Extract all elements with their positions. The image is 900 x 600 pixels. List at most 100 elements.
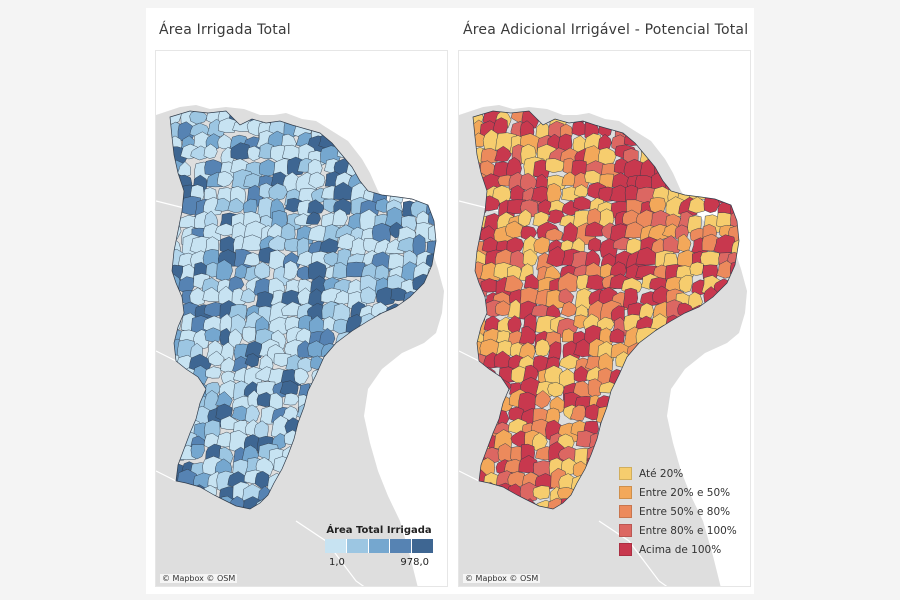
municipality-region[interactable] — [374, 264, 390, 280]
state-border — [459, 350, 480, 362]
region-outline — [169, 110, 437, 510]
legend-item[interactable]: Acima de 100% — [619, 540, 737, 559]
legend-item[interactable]: Até 20% — [619, 464, 737, 483]
municipality-region[interactable] — [215, 259, 233, 281]
municipality-region[interactable] — [572, 196, 593, 211]
municipality-region[interactable] — [545, 228, 564, 242]
municipality-region[interactable] — [204, 327, 222, 342]
ocean — [156, 51, 447, 586]
municipality-region[interactable] — [648, 197, 667, 214]
municipality-region[interactable] — [227, 197, 246, 214]
legend-swatch — [619, 505, 632, 518]
mapbox-attribution[interactable]: © Mapbox © OSM — [463, 574, 541, 583]
legend-swatch — [368, 539, 391, 553]
municipality-region[interactable] — [189, 287, 206, 307]
irrigated-area-map[interactable]: © Mapbox © OSM Área Total Irrigada 1,0 9… — [155, 50, 448, 587]
municipality-region[interactable] — [547, 341, 562, 361]
municipality-region[interactable] — [216, 171, 234, 188]
municipality-region[interactable] — [523, 273, 542, 290]
municipality-region[interactable] — [385, 206, 403, 229]
municipality-region[interactable] — [293, 367, 310, 385]
municipality-region[interactable] — [242, 326, 257, 343]
municipality-region[interactable] — [268, 316, 291, 335]
municipality-region[interactable] — [688, 196, 708, 214]
municipality-region[interactable] — [243, 173, 261, 188]
legend-item[interactable]: Entre 50% e 80% — [619, 502, 737, 521]
municipality-region[interactable] — [506, 237, 525, 254]
municipality-region[interactable] — [427, 223, 447, 243]
municipality-region[interactable] — [215, 391, 233, 408]
municipality-region[interactable] — [281, 405, 299, 421]
municipality-region[interactable] — [558, 288, 575, 304]
municipality-region[interactable] — [227, 304, 248, 321]
municipality-region[interactable] — [518, 325, 537, 345]
additional-irrigable-map[interactable]: © Mapbox © OSM Até 20% Entre 20% e 50% Ent… — [458, 50, 751, 587]
right-map-title: Área Adicional Irrigável - Potencial Tot… — [463, 22, 749, 38]
state-border — [598, 520, 668, 586]
municipality-region[interactable] — [254, 261, 271, 280]
municipality-region[interactable] — [305, 211, 321, 225]
municipality-region[interactable] — [560, 301, 578, 318]
municipality-region[interactable] — [569, 404, 587, 421]
municipality-region[interactable] — [587, 378, 603, 399]
municipality-region[interactable] — [283, 392, 300, 406]
municipality-region[interactable] — [573, 338, 593, 358]
municipality-region[interactable] — [557, 272, 578, 293]
legend-label: Entre 50% e 80% — [639, 505, 731, 518]
municipality-region[interactable] — [268, 235, 287, 251]
municipality-region[interactable] — [598, 352, 614, 372]
legend-item[interactable]: Entre 80% e 100% — [619, 521, 737, 540]
municipality-region[interactable] — [596, 316, 615, 331]
municipality-region[interactable] — [545, 158, 565, 173]
municipality-region[interactable] — [244, 340, 264, 359]
municipality-region[interactable] — [494, 145, 512, 162]
municipality-region[interactable] — [247, 145, 262, 162]
municipality-region[interactable] — [203, 143, 218, 159]
municipality-region[interactable] — [240, 288, 256, 304]
municipality-region[interactable] — [507, 315, 522, 334]
municipality-region[interactable] — [308, 171, 326, 189]
municipality-region[interactable] — [662, 235, 682, 254]
municipality-region[interactable] — [279, 380, 299, 397]
municipality-region[interactable] — [533, 236, 550, 255]
municipality-region[interactable] — [532, 485, 551, 500]
legend-min-label: 1,0 — [329, 557, 345, 568]
municipality-region[interactable] — [522, 248, 538, 268]
municipality-region[interactable] — [307, 199, 326, 215]
legend-item[interactable]: Entre 20% e 50% — [619, 483, 737, 502]
municipality-region[interactable] — [190, 444, 205, 460]
mapbox-attribution[interactable]: © Mapbox © OSM — [160, 574, 238, 583]
municipality-region[interactable] — [689, 261, 704, 276]
municipality-region[interactable] — [360, 286, 377, 304]
legend-label: Entre 80% e 100% — [639, 524, 737, 537]
municipality-region[interactable] — [283, 260, 299, 281]
municipality-region[interactable] — [319, 238, 340, 253]
legend-swatch — [412, 539, 433, 553]
municipality-region[interactable] — [241, 234, 262, 252]
state-border — [156, 350, 177, 362]
municipality-region[interactable] — [534, 390, 552, 409]
municipality-region[interactable] — [700, 251, 720, 268]
additional-irrigable-map-canvas[interactable] — [459, 51, 751, 587]
potential-legend: Até 20% Entre 20% e 50% Entre 50% e 80% Ent… — [619, 464, 737, 559]
municipality-region[interactable] — [518, 209, 532, 227]
municipality-region[interactable] — [547, 381, 565, 398]
municipality-region[interactable] — [638, 302, 654, 320]
legend-swatch — [390, 539, 413, 553]
municipality-region[interactable] — [244, 353, 260, 368]
municipality-region[interactable] — [584, 221, 606, 237]
municipality-region[interactable] — [519, 481, 540, 503]
municipality-region[interactable] — [268, 182, 288, 201]
municipality-region[interactable] — [678, 274, 693, 293]
municipality-region[interactable] — [574, 184, 589, 198]
municipality-region[interactable] — [535, 338, 551, 358]
municipality-region[interactable] — [205, 366, 222, 379]
municipality-region[interactable] — [597, 147, 617, 166]
irrigated-area-map-canvas[interactable] — [156, 51, 448, 587]
municipality-region[interactable] — [332, 262, 350, 279]
legend-swatch — [346, 539, 369, 553]
municipality-region[interactable] — [177, 161, 191, 178]
municipality-region[interactable] — [609, 328, 625, 343]
municipality-region[interactable] — [218, 117, 237, 134]
municipality-region[interactable] — [244, 404, 260, 424]
